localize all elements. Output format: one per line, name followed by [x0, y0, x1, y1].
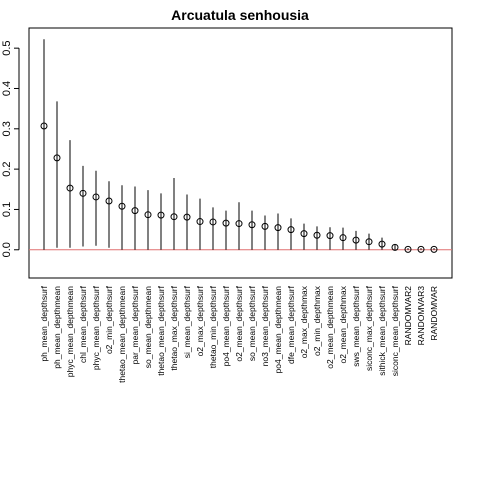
y-tick-label: 0.5 — [1, 41, 13, 56]
data-point — [53, 154, 61, 162]
error-bars — [43, 39, 435, 250]
data-point — [196, 218, 204, 226]
data-point — [209, 218, 217, 226]
data-point — [79, 189, 87, 197]
x-tick-label: so_mean_depthsurf — [247, 285, 257, 361]
x-tick-label: dfe_mean_depthsurf — [286, 285, 296, 364]
data-point — [352, 236, 360, 244]
data-point — [430, 245, 438, 253]
y-tick-label: 0.1 — [1, 202, 13, 217]
data-point — [131, 207, 139, 215]
x-tick-label: thetao_mean_depthmean — [117, 286, 127, 383]
x-tick-label: o2_max_depthsurf — [195, 285, 205, 356]
x-tick-label: o2_mean_depthmax — [338, 285, 348, 363]
x-tick-label: o2_mean_depthsurf — [234, 285, 244, 361]
data-point — [105, 197, 113, 205]
y-tick-label: 0.4 — [1, 81, 13, 96]
plot-frame — [28, 27, 453, 279]
x-tick-label: RANDOMVAR — [429, 286, 439, 341]
data-point — [170, 213, 178, 221]
x-tick-label: o2_mean_depthmean — [325, 286, 335, 369]
data-point — [404, 245, 412, 253]
data-point — [118, 202, 126, 210]
x-tick-label: ph_mean_depthmean — [52, 286, 62, 369]
data-point — [417, 245, 425, 253]
y-tick-label: 0.0 — [1, 242, 13, 257]
data-point — [313, 231, 321, 239]
data-point — [339, 234, 347, 242]
data-point — [365, 238, 373, 246]
x-tick-label: phyc_mean_depthmean — [65, 286, 75, 377]
data-point — [144, 211, 152, 219]
x-tick-label: po4_mean_depthmean — [273, 286, 283, 374]
x-tick-labels: ph_mean_depthsurf ph_mean_depthmean phyc_m… — [39, 285, 439, 383]
data-point — [391, 243, 399, 251]
data-points — [40, 122, 438, 253]
x-tick-label: ph_mean_depthsurf — [39, 285, 49, 361]
x-tick-label: no3_mean_depthsurf — [260, 285, 270, 366]
data-point — [248, 221, 256, 229]
x-tick-label: o2_min_depthmax — [312, 285, 322, 356]
x-tick-label: phyc_mean_depthsurf — [91, 285, 101, 370]
data-point — [274, 224, 282, 232]
x-tick-label: o2_max_depthmax — [299, 285, 309, 358]
x-tick-label: po4_mean_depthsurf — [221, 285, 231, 366]
data-point — [157, 211, 165, 219]
data-point — [40, 122, 48, 130]
x-tick-label: thetao_min_depthsurf — [208, 285, 218, 368]
x-tick-label: siconc_mean_depthsurf — [390, 285, 400, 376]
x-tick-label: RANDOMVAR2 — [403, 286, 413, 346]
x-tick-label: thetao_max_depthsurf — [169, 285, 179, 370]
y-tick-label: 0.3 — [1, 121, 13, 136]
data-point — [222, 219, 230, 227]
chart-title: Arcuatula senhousia — [171, 7, 309, 23]
x-tick-label: sws_mean_depthsurf — [351, 285, 361, 366]
x-tick-label: siconc_max_depthsurf — [364, 285, 374, 371]
data-point — [261, 222, 269, 230]
x-tick-label: sithick_mean_depthsurf — [377, 285, 387, 375]
data-point — [183, 213, 191, 221]
x-tick-label: so_mean_depthmean — [143, 286, 153, 369]
data-point — [287, 226, 295, 234]
x-tick-label: o2_min_depthsurf — [104, 285, 114, 354]
y-tick-label: 0.2 — [1, 161, 13, 176]
data-point — [378, 240, 386, 248]
x-tick-label: par_mean_depthsurf — [130, 285, 140, 364]
x-tick-label: chl_mean_depthsurf — [78, 285, 88, 363]
x-tick-label: RANDOMVAR3 — [416, 286, 426, 346]
x-tick-label: thetao_mean_depthsurf — [156, 285, 166, 375]
data-point — [66, 184, 74, 192]
data-point — [235, 220, 243, 228]
data-point — [300, 230, 308, 238]
data-point — [326, 232, 334, 240]
x-tick-label: si_mean_depthsurf — [182, 285, 192, 358]
y-axis: 0.0 0.1 0.2 0.3 0.4 0.5 — [1, 41, 20, 257]
data-point — [92, 193, 100, 201]
